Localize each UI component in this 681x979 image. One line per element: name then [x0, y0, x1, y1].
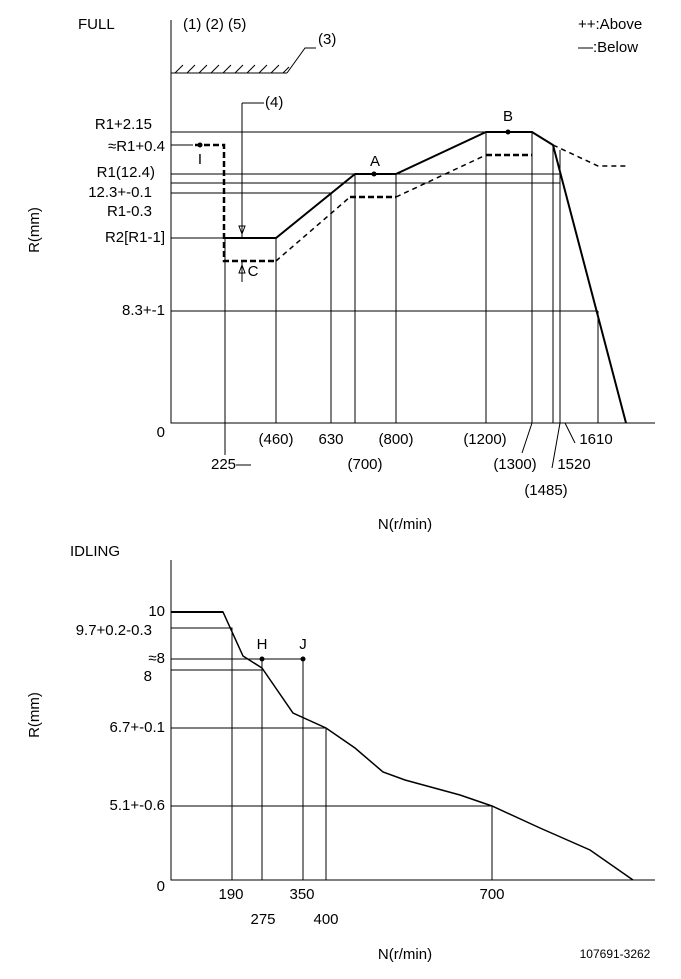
title: IDLING — [70, 543, 120, 560]
x-label: 350 — [289, 886, 314, 903]
x-label: (1300) — [493, 456, 536, 473]
x-label: 225— — [211, 456, 251, 473]
x-label: 275 — [250, 911, 275, 928]
y-label: 8.3+-1 — [122, 302, 165, 319]
point-label: I — [198, 151, 202, 168]
y-label: R1(12.4) — [97, 164, 155, 181]
footer: 107691-3262 — [580, 947, 651, 961]
y-label: 0 — [157, 424, 165, 441]
y-label: 9.7+0.2-0.3 — [76, 622, 152, 639]
x-label: (700) — [347, 456, 382, 473]
label: (4) — [265, 94, 283, 111]
idling-curve — [171, 611, 634, 881]
full-chart: FULL (1) (2) (5) ++:Above —:Below (3) (4… — [26, 16, 655, 533]
x-label: 400 — [313, 911, 338, 928]
y-label: 12.3+-0.1 — [88, 184, 152, 201]
x-label: (1200) — [463, 431, 506, 448]
legend: —:Below — [578, 39, 638, 56]
point-label: J — [299, 636, 307, 653]
axes — [170, 20, 655, 424]
point — [197, 142, 203, 148]
y-axis-title: R(mm) — [26, 692, 43, 738]
point-label: H — [257, 636, 268, 653]
below-curve-bold — [195, 143, 532, 263]
point — [371, 171, 377, 177]
x-label: (1485) — [524, 482, 567, 499]
point — [300, 656, 306, 662]
point-label: B — [503, 108, 513, 125]
axes — [170, 560, 655, 881]
y-label: 8 — [144, 668, 152, 685]
x-axis-title: N(r/min) — [378, 516, 432, 533]
callout-arrows — [238, 102, 264, 282]
full-curve — [225, 131, 627, 424]
x-label: 700 — [479, 886, 504, 903]
x-axis-title: N(r/min) — [378, 946, 432, 963]
point — [505, 129, 511, 135]
point-label: A — [370, 153, 380, 170]
y-label: R2[R1-1] — [105, 229, 165, 246]
y-label: R1+2.15 — [95, 116, 152, 133]
y-label: 5.1+-0.6 — [110, 797, 165, 814]
y-label: ≈R1+0.4 — [108, 138, 165, 155]
y-label: 10 — [148, 603, 165, 620]
y-axis-title: R(mm) — [26, 207, 43, 253]
point-label: C — [248, 263, 259, 280]
x-label: 630 — [318, 431, 343, 448]
x-label: 1610 — [579, 431, 612, 448]
label: (3) — [318, 31, 336, 48]
note: (1) (2) (5) — [183, 16, 246, 33]
x-label: 1520 — [557, 456, 590, 473]
x-label: (800) — [378, 431, 413, 448]
x-label: (460) — [258, 431, 293, 448]
below-curve — [275, 144, 628, 262]
point — [259, 656, 265, 662]
y-label: 0 — [157, 878, 165, 895]
y-label: ≈8 — [148, 650, 165, 667]
stop-mark — [171, 47, 316, 74]
legend: ++:Above — [578, 16, 642, 33]
idling-chart: IDLING 10 9.7+0.2-0.3 ≈8 8 6.7+-0.1 5.1+… — [26, 543, 655, 963]
y-label: 6.7+-0.1 — [110, 719, 165, 736]
x-label: 190 — [218, 886, 243, 903]
guide-lines — [171, 131, 599, 469]
title: FULL — [78, 16, 115, 33]
y-label: R1-0.3 — [107, 203, 152, 220]
guide-lines — [171, 627, 493, 880]
